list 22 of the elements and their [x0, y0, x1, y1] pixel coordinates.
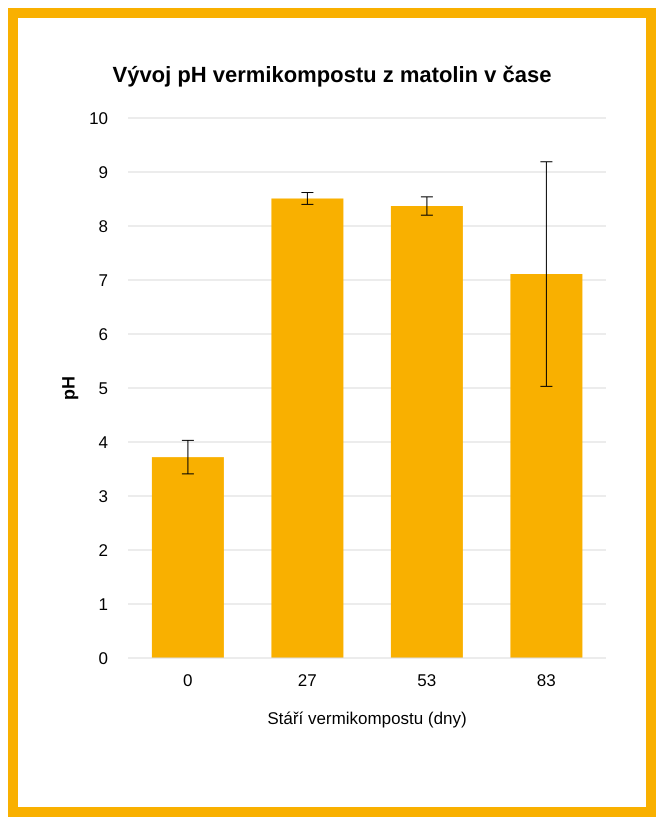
- y-tick-label: 0: [98, 649, 108, 668]
- bar: [390, 206, 463, 658]
- y-tick-label: 3: [98, 487, 108, 506]
- bar: [271, 198, 344, 658]
- y-tick-label: 4: [98, 433, 108, 452]
- x-tick-label: 53: [417, 671, 436, 690]
- chart-title: Vývoj pH vermikompostu z matolin v čase: [112, 62, 552, 88]
- y-tick-label: 6: [98, 325, 108, 344]
- y-tick-label: 5: [98, 379, 108, 398]
- y-tick-label: 1: [98, 595, 108, 614]
- y-tick-label: 9: [98, 163, 108, 182]
- x-axis-title: Stáří vermikompostu (dny): [267, 709, 467, 728]
- y-tick-label: 2: [98, 541, 108, 560]
- x-tick-label: 27: [298, 671, 317, 690]
- bar: [510, 274, 582, 658]
- x-tick-label: 0: [183, 671, 192, 690]
- y-axis-title: pH: [58, 376, 78, 400]
- y-tick-label: 8: [98, 217, 108, 236]
- y-tick-label: 10: [89, 109, 108, 128]
- y-tick-label: 7: [98, 271, 108, 290]
- bar: [152, 457, 224, 658]
- x-tick-label: 83: [536, 671, 556, 690]
